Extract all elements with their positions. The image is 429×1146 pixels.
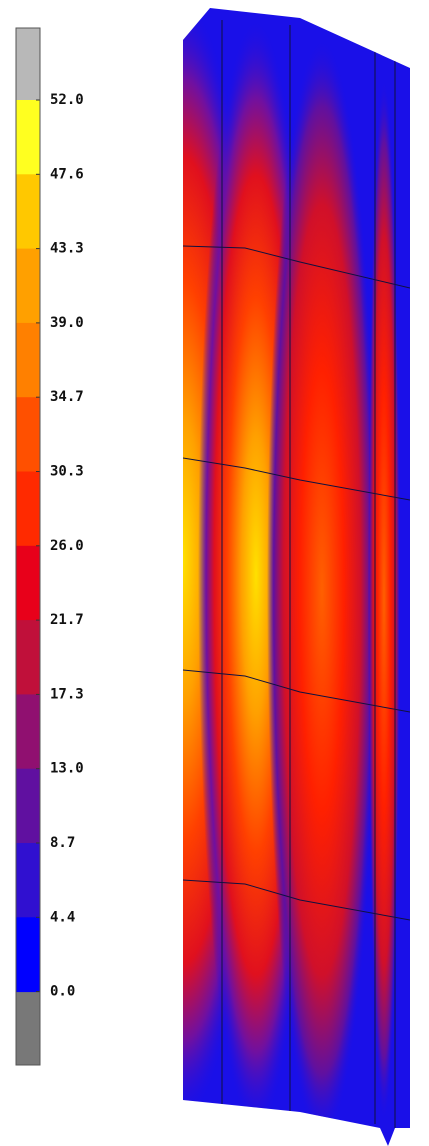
colorbar-segment	[16, 620, 40, 695]
colorbar-segment	[16, 768, 40, 844]
colorbar-segment	[16, 843, 40, 918]
colorbar-label: 26.0	[50, 538, 84, 554]
colorbar-segment	[16, 100, 40, 175]
colorbar-segment	[16, 397, 40, 472]
colorbar-label: 30.3	[50, 464, 84, 480]
colorbar-label: 39.0	[50, 315, 84, 331]
colorbar-segment	[16, 917, 40, 993]
colorbar-segment	[16, 248, 40, 324]
colorbar-label: 47.6	[50, 166, 84, 182]
colorbar-label: 0.0	[50, 984, 75, 1000]
colorbar-label: 34.7	[50, 389, 84, 405]
colorbar-label: 13.0	[50, 761, 84, 777]
colorbar-label: 17.3	[50, 686, 84, 702]
colorbar	[15, 27, 41, 1066]
colorbar-segment	[16, 174, 40, 250]
colorbar-segment	[16, 545, 40, 621]
colorbar-label: 8.7	[50, 835, 75, 851]
colorbar-segment	[16, 322, 40, 398]
colorbar-label: 43.3	[50, 241, 84, 257]
colorbar-label: 52.0	[50, 92, 84, 108]
colorbar-segment	[16, 694, 40, 770]
colorbar-label: 4.4	[50, 909, 75, 925]
colorbar-frame	[15, 27, 41, 1066]
colorbar-segment	[16, 471, 40, 547]
colorbar-label: 21.7	[50, 612, 84, 628]
column	[183, 8, 410, 1146]
